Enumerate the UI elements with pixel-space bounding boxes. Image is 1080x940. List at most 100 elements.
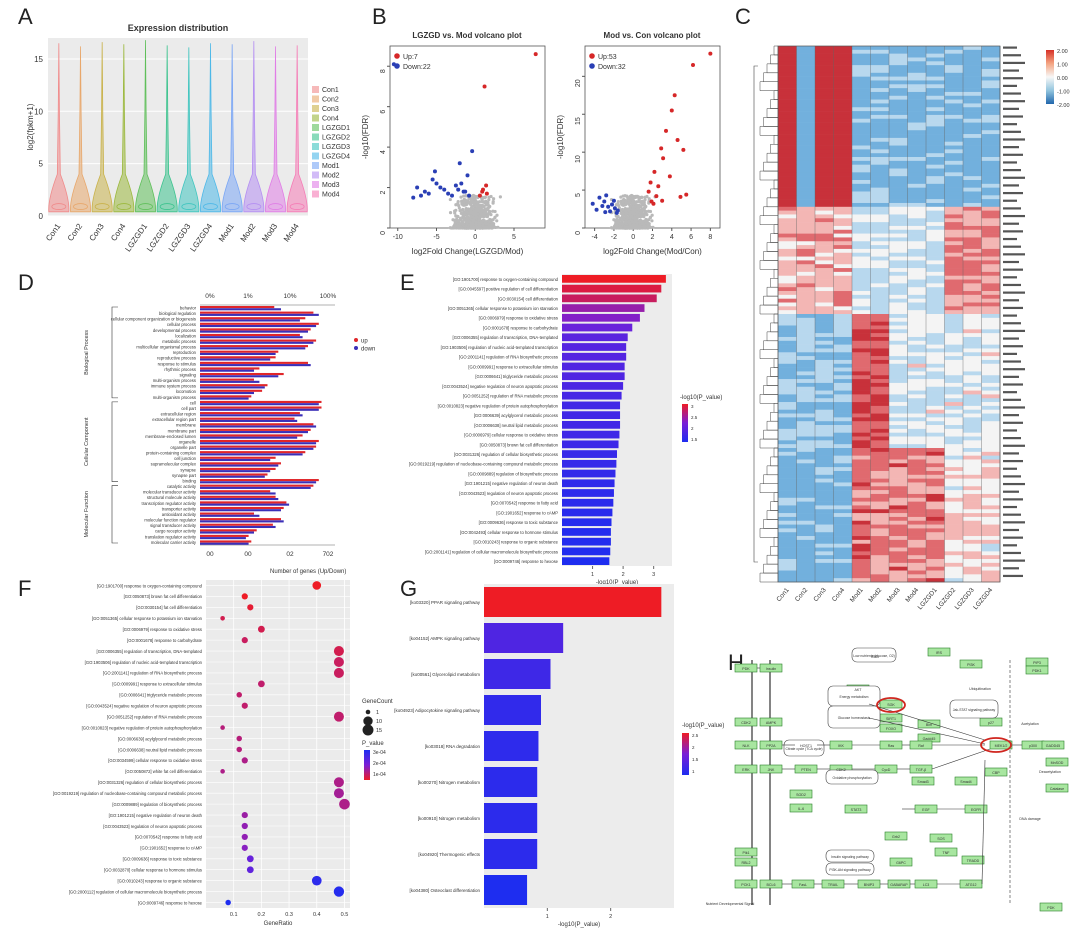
heatmap-cell	[815, 566, 834, 571]
heatmap-cell	[796, 578, 816, 583]
go-dot	[241, 757, 248, 764]
heatmap-cell	[907, 218, 927, 223]
heatmap-cell	[907, 302, 927, 307]
heatmap-cell	[778, 222, 797, 227]
volcano-ns-point	[461, 207, 465, 212]
heatmap-cell	[852, 566, 871, 571]
heatmap-cell	[889, 210, 908, 215]
heatmap-cell	[926, 428, 945, 433]
panel-a-legend-label: LGZGD1	[322, 125, 350, 132]
heatmap-cell	[889, 225, 908, 231]
volcano-ns-point	[619, 195, 623, 199]
pathway-note-label: PI3K-Akt signaling pathway	[829, 868, 871, 872]
heatmap-cell	[981, 478, 1001, 483]
heatmap-cell	[796, 528, 816, 533]
heatmap-cell	[907, 444, 927, 449]
heatmap-cell	[796, 122, 816, 127]
heatmap-cell	[870, 141, 890, 146]
go-bar-up	[200, 322, 319, 325]
heatmap-cell	[926, 359, 945, 365]
heatmap-cell	[852, 398, 871, 403]
heatmap-cell	[907, 206, 927, 211]
panel-d-legend-up-dot	[354, 338, 358, 342]
pathway-node-label: IL-6	[798, 807, 804, 811]
heatmap-cell	[907, 283, 927, 288]
heatmap-cell	[926, 505, 945, 510]
heatmap-cell	[963, 291, 982, 296]
heatmap-cell	[907, 310, 927, 315]
heatmap-cell	[907, 363, 927, 368]
heatmap-cell	[852, 520, 871, 525]
heatmap-cell	[852, 260, 871, 265]
heatmap-cell	[907, 329, 927, 334]
heatmap-cell	[833, 513, 853, 518]
volcano-ns-point	[630, 202, 634, 206]
heatmap-cell	[907, 413, 927, 418]
volcano-ns-point	[632, 216, 636, 220]
heatmap-cell	[870, 428, 890, 433]
heatmap-cell	[889, 547, 908, 552]
dendrogram-branch	[759, 349, 778, 359]
heatmap-cell	[944, 298, 964, 303]
heatmap-cell	[981, 570, 1001, 575]
heatmap-cell	[889, 559, 908, 564]
heatmap-cell	[870, 218, 890, 223]
heatmap-cell	[963, 287, 982, 292]
heatmap-cell	[889, 528, 908, 533]
heatmap-cell	[889, 137, 908, 143]
heatmap-cell	[889, 241, 908, 246]
pathway-note-box	[827, 705, 881, 729]
heatmap-cell	[944, 114, 964, 120]
heatmap-cell	[981, 432, 1001, 437]
panel-d-top-axis-label: 1%	[243, 293, 253, 300]
heatmap-cell	[944, 405, 964, 411]
volcano-ns-point	[498, 195, 502, 199]
heatmap-cell	[833, 222, 853, 227]
pathway-node	[734, 717, 758, 727]
panel-a-xtick: Con1	[44, 222, 63, 243]
heatmap-cell	[796, 241, 816, 246]
heatmap-cell	[778, 214, 797, 219]
pathway-node-label: p27	[988, 721, 994, 725]
heatmap-cell	[778, 76, 797, 81]
heatmap-cell	[852, 153, 871, 158]
go-enrichment-label: [GO:1901652] response to cAMP	[496, 510, 558, 515]
heatmap-cell	[852, 172, 871, 177]
heatmap-cell	[870, 501, 890, 506]
heatmap-cell	[926, 551, 945, 556]
heatmap-cell	[852, 233, 871, 238]
heatmap-cell	[815, 314, 834, 319]
dendrogram-root	[753, 65, 758, 563]
pathway-node-label: Plk1	[743, 851, 750, 855]
heatmap-cell	[870, 432, 890, 437]
volcano-point-up	[691, 62, 695, 67]
heatmap-cell	[889, 271, 908, 277]
heatmap-cell	[870, 126, 890, 131]
heatmap-cell	[926, 413, 945, 418]
volcano-ns-point	[491, 218, 495, 222]
heatmap-cell	[778, 543, 797, 548]
volcano-point-down	[446, 191, 451, 196]
pathway-node-label: FOXO	[886, 727, 896, 731]
heatmap-cell	[944, 398, 964, 403]
heatmap-cell	[778, 287, 797, 292]
heatmap-cell	[963, 505, 982, 510]
go-dot-label: [GO:1903506] regulation of nucleic acid-…	[85, 660, 203, 665]
heatmap-cell	[852, 490, 871, 495]
heatmap-cell	[870, 256, 890, 261]
heatmap-cell	[852, 49, 871, 54]
heatmap-cell	[852, 137, 871, 143]
volcano-ns-point	[627, 207, 632, 211]
heatmap-cell	[981, 99, 1001, 104]
violin-box	[159, 203, 175, 210]
go-bar-up	[200, 479, 319, 482]
heatmap-cell	[852, 386, 871, 391]
go-bar-up	[200, 384, 268, 387]
heatmap-cell	[833, 199, 853, 204]
heatmap-cell	[963, 237, 982, 242]
volcano-ns-point	[633, 194, 637, 199]
go-enrichment-bar	[562, 313, 640, 322]
heatmap-row-label-mark	[1003, 544, 1017, 547]
heatmap-cell	[981, 298, 1001, 303]
heatmap-cell	[944, 340, 964, 345]
